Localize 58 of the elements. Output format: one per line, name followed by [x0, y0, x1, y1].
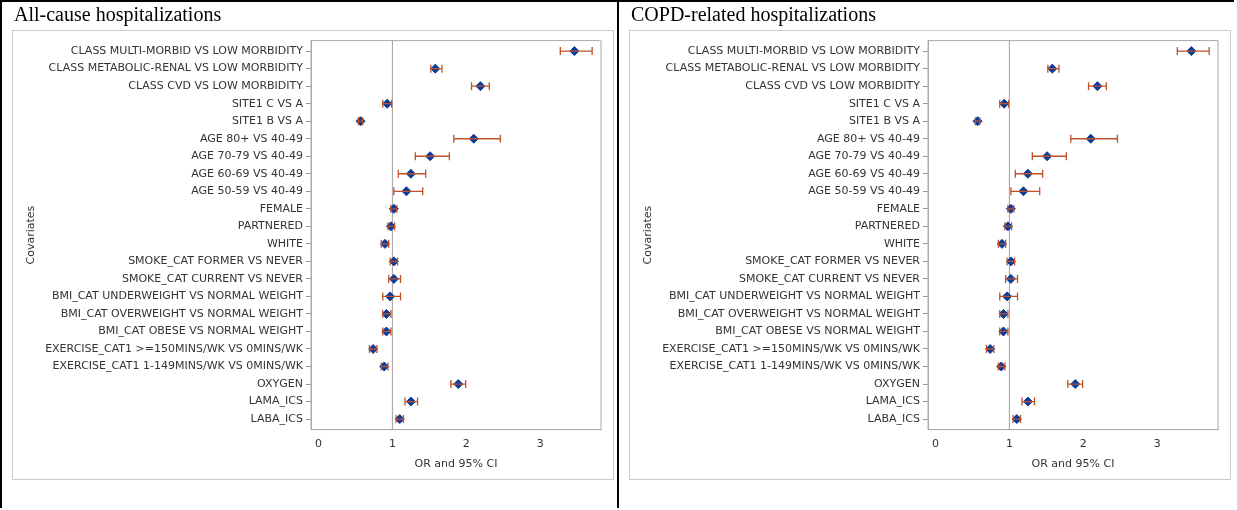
y-tick-label: SITE1 B VS A [849, 114, 921, 128]
y-tick-label: CLASS MULTI-MORBID VS LOW MORBIDITY [687, 43, 921, 57]
y-tick-label: BMI_CAT UNDERWEIGHT VS NORMAL WEIGHT [51, 289, 304, 303]
x-tick-label: 3 [1153, 437, 1161, 451]
y-tick-label: OXYGEN [874, 376, 920, 390]
y-tick-label: WHITE [883, 236, 921, 250]
x-tick-label: 1 [388, 437, 396, 451]
y-tick-label: LAMA_ICS [248, 394, 303, 408]
y-tick-label: PARTNERED [854, 219, 920, 233]
y-tick-label: FEMALE [876, 201, 921, 215]
y-tick-label: SMOKE_CAT CURRENT VS NEVER [121, 271, 304, 285]
y-tick-label: LAMA_ICS [865, 394, 920, 408]
y-tick-label: AGE 70-79 VS 40-49 [808, 149, 920, 163]
y-tick-label: BMI_CAT OBESE VS NORMAL WEIGHT [715, 324, 921, 338]
y-tick-label: WHITE [266, 236, 304, 250]
x-tick-label: 2 [1079, 437, 1087, 451]
y-tick-label: BMI_CAT OBESE VS NORMAL WEIGHT [98, 324, 304, 338]
y-tick-label: CLASS CVD VS LOW MORBIDITY [128, 79, 304, 93]
y-tick-label: CLASS METABOLIC-RENAL VS LOW MORBIDITY [48, 61, 304, 75]
y-tick-label: SITE1 C VS A [231, 96, 304, 110]
y-tick-label: AGE 60-69 VS 40-49 [808, 166, 920, 180]
y-axis-title: Covariates [641, 205, 655, 265]
text: COPD-related hospitalizations [630, 2, 877, 26]
text: All-cause hospitalizations [13, 2, 223, 26]
x-tick-label: 3 [536, 437, 544, 451]
y-tick-label: EXERCISE_CAT1 >=150MINS/WK VS 0MINS/WK [662, 341, 921, 355]
y-tick-label: SITE1 B VS A [232, 114, 304, 128]
y-tick-label: AGE 50-59 VS 40-49 [191, 184, 303, 198]
y-tick-label: EXERCISE_CAT1 1-149MINS/WK VS 0MINS/WK [669, 359, 921, 373]
y-tick-label: AGE 70-79 VS 40-49 [191, 149, 303, 163]
y-tick-label: AGE 60-69 VS 40-49 [191, 166, 303, 180]
x-axis-title: OR and 95% CI [1031, 457, 1115, 471]
x-tick-label: 0 [931, 437, 939, 451]
y-tick-label: LABA_ICS [867, 411, 921, 425]
y-tick-label: AGE 50-59 VS 40-49 [808, 184, 920, 198]
y-tick-label: SITE1 C VS A [848, 96, 921, 110]
y-tick-label: BMI_CAT OVERWEIGHT VS NORMAL WEIGHT [60, 306, 304, 320]
x-tick-label: 1 [1005, 437, 1013, 451]
y-tick-label: BMI_CAT UNDERWEIGHT VS NORMAL WEIGHT [668, 289, 921, 303]
x-tick-label: 0 [314, 437, 322, 451]
y-tick-label: CLASS METABOLIC-RENAL VS LOW MORBIDITY [665, 61, 921, 75]
y-tick-label: EXERCISE_CAT1 >=150MINS/WK VS 0MINS/WK [45, 341, 304, 355]
y-tick-label: BMI_CAT OVERWEIGHT VS NORMAL WEIGHT [677, 306, 921, 320]
x-axis-title: OR and 95% CI [414, 457, 498, 471]
y-tick-label: FEMALE [259, 201, 304, 215]
y-tick-label: AGE 80+ VS 40-49 [817, 131, 920, 145]
y-tick-label: SMOKE_CAT FORMER VS NEVER [128, 254, 304, 268]
y-tick-label: PARTNERED [237, 219, 303, 233]
y-tick-label: SMOKE_CAT FORMER VS NEVER [745, 254, 921, 268]
y-tick-label: EXERCISE_CAT1 1-149MINS/WK VS 0MINS/WK [52, 359, 304, 373]
y-tick-label: CLASS CVD VS LOW MORBIDITY [745, 79, 921, 93]
x-tick-label: 2 [462, 437, 470, 451]
y-tick-label: OXYGEN [257, 376, 303, 390]
y-tick-label: SMOKE_CAT CURRENT VS NEVER [738, 271, 921, 285]
y-tick-label: CLASS MULTI-MORBID VS LOW MORBIDITY [70, 43, 304, 57]
y-tick-label: LABA_ICS [250, 411, 304, 425]
y-axis-title: Covariates [24, 205, 38, 265]
y-tick-label: AGE 80+ VS 40-49 [200, 131, 303, 145]
